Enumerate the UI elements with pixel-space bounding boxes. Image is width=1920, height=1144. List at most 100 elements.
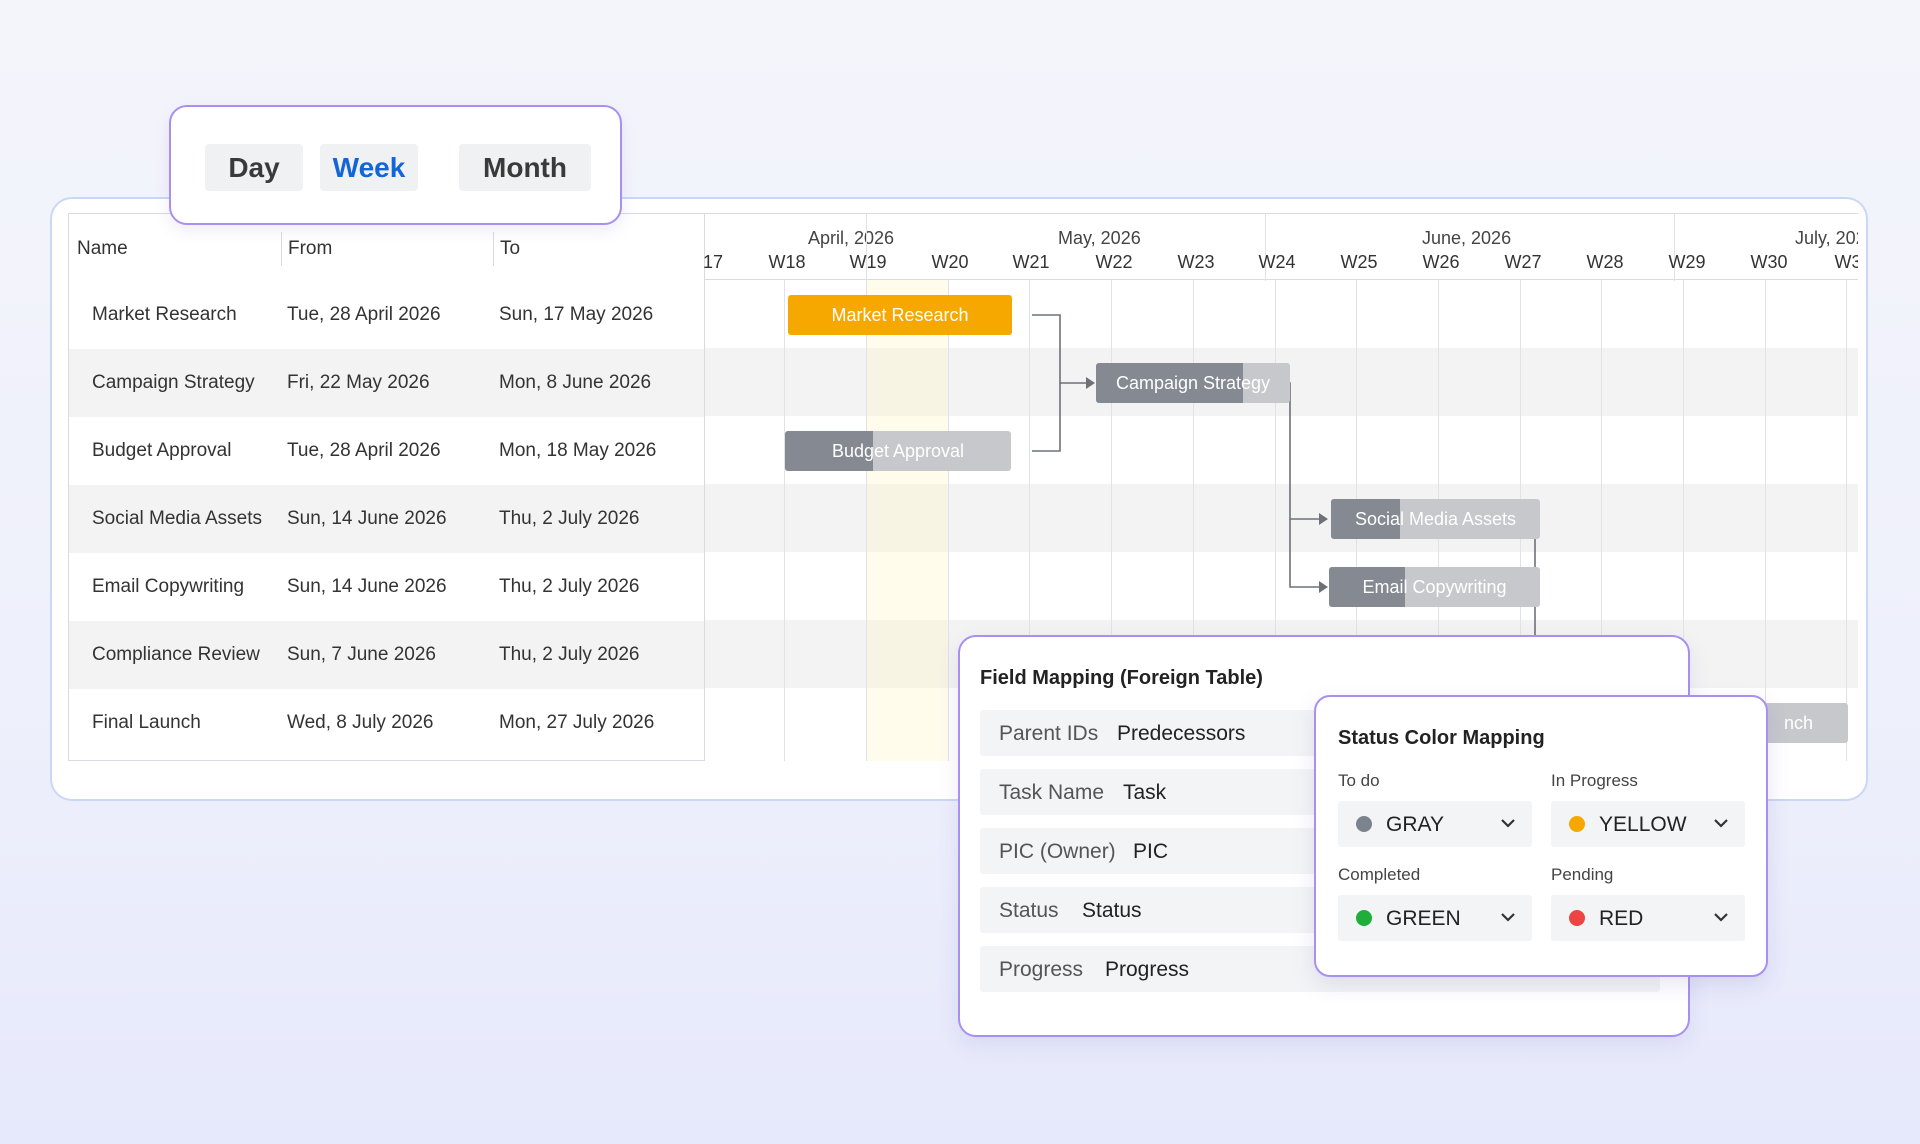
task-name: Market Research bbox=[92, 304, 237, 325]
task-row[interactable]: Final Launch Wed, 8 July 2026 Mon, 27 Ju… bbox=[69, 689, 704, 757]
week-label: 17 bbox=[702, 252, 724, 272]
task-to: Mon, 8 June 2026 bbox=[499, 372, 652, 393]
week-label: W27 bbox=[1504, 252, 1542, 272]
task-name: Email Copywriting bbox=[92, 576, 245, 597]
field-mapping-value: Task bbox=[1123, 781, 1167, 804]
view-switcher: Day Week Month bbox=[169, 105, 622, 225]
month-label: July, 2026 bbox=[1795, 228, 1858, 248]
task-bar[interactable]: Campaign Strategy bbox=[1096, 363, 1290, 403]
week-gridline bbox=[1601, 280, 1602, 761]
week-gridline bbox=[1683, 280, 1684, 761]
timeline-header: April, 2026 May, 2026 June, 2026 July, 2… bbox=[702, 213, 1859, 281]
status-label-in-progress: In Progress bbox=[1551, 771, 1638, 790]
color-dot bbox=[1569, 910, 1585, 926]
task-to: Sun, 17 May 2026 bbox=[499, 304, 654, 325]
chevron-down-icon bbox=[1501, 913, 1515, 922]
task-bar-progress bbox=[1329, 567, 1405, 607]
task-name: Social Media Assets bbox=[92, 508, 263, 529]
task-to: Thu, 2 July 2026 bbox=[499, 508, 640, 529]
field-mapping-key: Task Name bbox=[999, 781, 1105, 804]
field-mapping-key: Parent IDs bbox=[999, 722, 1099, 745]
field-mapping-value: PIC bbox=[1133, 840, 1169, 863]
task-from: Fri, 22 May 2026 bbox=[287, 372, 430, 393]
view-week-button[interactable]: Week bbox=[320, 144, 418, 191]
task-bar[interactable]: Budget Approval bbox=[785, 431, 1011, 471]
month-label: April, 2026 bbox=[808, 228, 895, 248]
task-row[interactable]: Budget Approval Tue, 28 April 2026 Mon, … bbox=[69, 417, 704, 485]
task-row[interactable]: Campaign Strategy Fri, 22 May 2026 Mon, … bbox=[69, 349, 704, 417]
task-from: Tue, 28 April 2026 bbox=[287, 440, 441, 461]
color-dot bbox=[1356, 816, 1372, 832]
todo-color-select[interactable]: GRAY bbox=[1338, 801, 1532, 847]
week-label: W22 bbox=[1095, 252, 1133, 272]
task-to: Mon, 27 July 2026 bbox=[499, 712, 655, 733]
week-gridline bbox=[1193, 280, 1194, 761]
month-divider bbox=[1265, 214, 1266, 281]
field-mapping-value: Predecessors bbox=[1117, 722, 1246, 745]
week-label: W29 bbox=[1668, 252, 1706, 272]
week-label: W25 bbox=[1340, 252, 1378, 272]
week-gridline bbox=[1275, 280, 1276, 761]
week-gridline bbox=[1765, 280, 1766, 761]
task-to: Mon, 18 May 2026 bbox=[499, 440, 657, 461]
week-label: W20 bbox=[931, 252, 969, 272]
month-label: May, 2026 bbox=[1058, 228, 1141, 248]
task-name: Compliance Review bbox=[92, 644, 260, 665]
task-bar-label: Email Copywriting bbox=[1362, 577, 1507, 597]
column-header-to[interactable]: To bbox=[493, 232, 694, 266]
week-label: W30 bbox=[1750, 252, 1788, 272]
color-dot bbox=[1356, 910, 1372, 926]
view-day-button[interactable]: Day bbox=[205, 144, 303, 191]
task-from: Tue, 28 April 2026 bbox=[287, 304, 441, 325]
field-mapping-title: Field Mapping (Foreign Table) bbox=[980, 667, 1263, 689]
week-gridline bbox=[1846, 280, 1847, 761]
week-gridline bbox=[784, 280, 785, 761]
task-grid: Name From To Market Research Tue, 28 Apr… bbox=[68, 213, 705, 761]
task-from: Sun, 7 June 2026 bbox=[287, 644, 436, 665]
current-week-highlight bbox=[866, 280, 948, 761]
field-mapping-key: Progress bbox=[999, 958, 1084, 981]
in-progress-color-select[interactable]: YELLOW bbox=[1551, 801, 1745, 847]
task-row[interactable]: Market Research Tue, 28 April 2026 Sun, … bbox=[69, 281, 704, 349]
week-label: W19 bbox=[849, 252, 887, 272]
completed-color-select[interactable]: GREEN bbox=[1338, 895, 1532, 941]
week-label: W24 bbox=[1258, 252, 1296, 272]
task-from: Sun, 14 June 2026 bbox=[287, 508, 447, 529]
week-gridline bbox=[1111, 280, 1112, 761]
task-bar-progress bbox=[785, 431, 874, 471]
task-bar-label: Market Research bbox=[831, 305, 969, 325]
week-label: W3 bbox=[1834, 252, 1859, 272]
status-mapping-title: Status Color Mapping bbox=[1338, 727, 1545, 749]
field-mapping-value: Progress bbox=[1105, 958, 1190, 981]
chevron-down-icon bbox=[1501, 819, 1515, 828]
task-row[interactable]: Social Media Assets Sun, 14 June 2026 Th… bbox=[69, 485, 704, 553]
column-header-name[interactable]: Name bbox=[77, 238, 128, 259]
column-header-from[interactable]: From bbox=[281, 232, 482, 266]
week-label: W26 bbox=[1422, 252, 1460, 272]
week-label: W28 bbox=[1586, 252, 1624, 272]
task-bar[interactable]: Social Media Assets bbox=[1331, 499, 1540, 539]
field-mapping-key: Status bbox=[999, 899, 1059, 922]
pending-color-select[interactable]: RED bbox=[1551, 895, 1745, 941]
month-label: June, 2026 bbox=[1422, 228, 1512, 248]
task-row[interactable]: Email Copywriting Sun, 14 June 2026 Thu,… bbox=[69, 553, 704, 621]
month-divider bbox=[1674, 214, 1675, 281]
view-month-button[interactable]: Month bbox=[459, 144, 591, 191]
week-gridline bbox=[1029, 280, 1030, 761]
week-gridline bbox=[948, 280, 949, 761]
task-row[interactable]: Compliance Review Sun, 7 June 2026 Thu, … bbox=[69, 621, 704, 689]
week-gridline bbox=[866, 280, 867, 761]
field-mapping-value: Status bbox=[1082, 899, 1142, 922]
chevron-down-icon bbox=[1714, 819, 1728, 828]
status-label-pending: Pending bbox=[1551, 865, 1614, 884]
task-bar-label: Campaign Strategy bbox=[1115, 373, 1271, 393]
task-to: Thu, 2 July 2026 bbox=[499, 576, 640, 597]
status-label-completed: Completed bbox=[1338, 865, 1421, 884]
task-name: Budget Approval bbox=[92, 440, 232, 461]
task-from: Wed, 8 July 2026 bbox=[287, 712, 434, 733]
task-bar-progress bbox=[1331, 499, 1400, 539]
task-name: Final Launch bbox=[92, 712, 201, 733]
task-bar-progress bbox=[1096, 363, 1244, 403]
task-bar[interactable]: Market Research bbox=[788, 295, 1012, 335]
task-bar[interactable]: Email Copywriting bbox=[1329, 567, 1540, 607]
